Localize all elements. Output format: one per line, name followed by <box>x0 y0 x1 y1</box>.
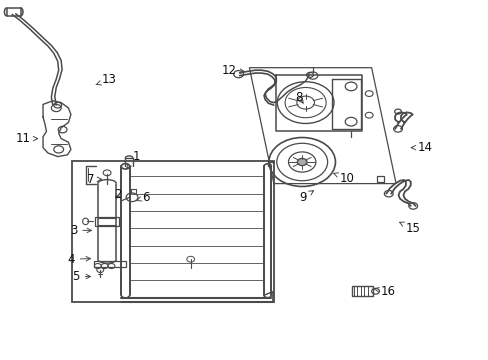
Text: 6: 6 <box>136 191 149 204</box>
Text: 14: 14 <box>410 141 432 154</box>
Text: 4: 4 <box>67 253 90 266</box>
Bar <box>95 217 119 226</box>
Text: 2: 2 <box>114 188 122 201</box>
Circle shape <box>297 158 306 166</box>
Bar <box>72 161 273 302</box>
Text: 7: 7 <box>87 173 102 186</box>
Text: 5: 5 <box>72 270 90 283</box>
Text: 1: 1 <box>126 150 140 168</box>
Bar <box>94 261 126 267</box>
Text: 8: 8 <box>295 91 303 104</box>
Text: 9: 9 <box>299 191 313 204</box>
Text: 3: 3 <box>70 224 91 237</box>
Text: 10: 10 <box>333 172 354 185</box>
Text: 12: 12 <box>222 64 244 77</box>
Bar <box>7 8 20 16</box>
Text: 16: 16 <box>374 285 395 298</box>
Bar <box>351 286 372 296</box>
Text: 15: 15 <box>399 222 420 235</box>
Text: 13: 13 <box>96 73 116 86</box>
Text: 11: 11 <box>16 132 38 145</box>
